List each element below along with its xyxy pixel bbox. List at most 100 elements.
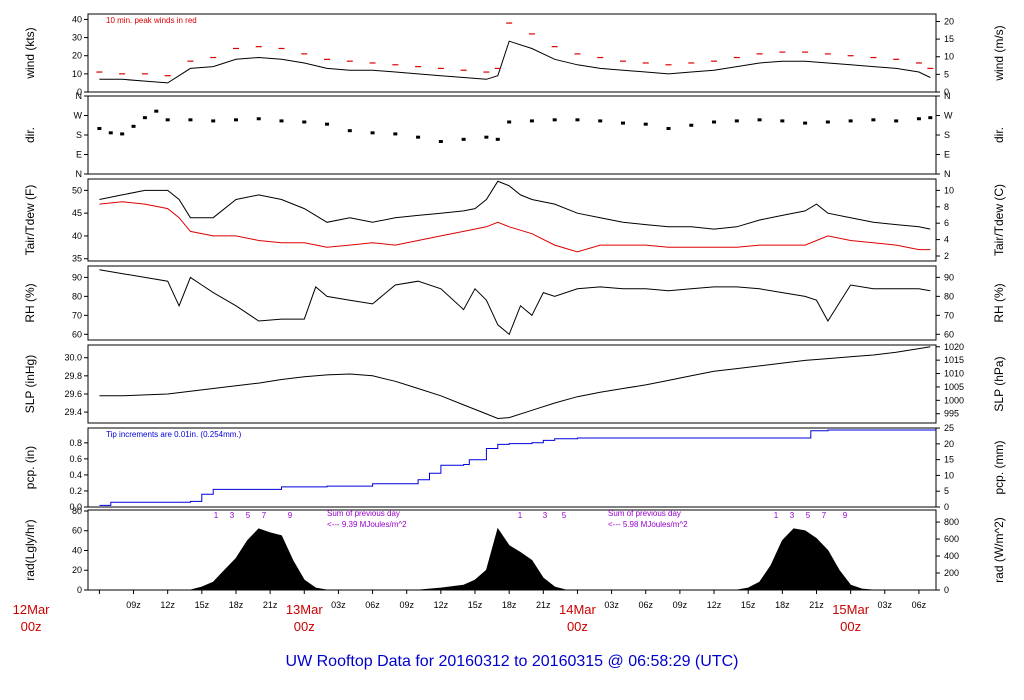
y-tick-label-right: 80 [944, 291, 954, 301]
panel-temperature: 35 40 45 50 2 4 6 8 10 Tair/Tdew (F) Tair/Tdew (C) [23, 178, 1006, 264]
y-tick-label-right: 5 [944, 69, 949, 79]
hour-mark: 9 [288, 511, 293, 520]
y-tick-label-left: 50 [72, 185, 82, 195]
y-tick-label-left: 70 [72, 310, 82, 320]
hour-mark: 1 [518, 511, 523, 520]
scatter-point [120, 132, 125, 136]
day-label-time: 00z [840, 619, 861, 634]
y-tick-label-left: W [74, 111, 83, 121]
x-tick-label: 09z [126, 600, 141, 610]
y-axis-label-right: Tair/Tdew (C) [992, 184, 1006, 256]
y-tick-label-left: 40 [72, 231, 82, 241]
panel-slp: 29.4 29.6 29.8 30.0 995 1000 1005 1010 1015 1020 S… [23, 342, 1006, 424]
scatter-point [666, 127, 671, 130]
scatter-point [279, 119, 284, 123]
x-tick-label: 21z [536, 600, 551, 610]
y-tick-label-right: E [944, 150, 950, 160]
y-tick-label-right: 5 [944, 486, 949, 496]
x-tick-label: 03z [604, 600, 619, 610]
scatter-point [712, 120, 717, 124]
y-tick-label-left: 10 [72, 69, 82, 79]
y-tick-label-left: 29.8 [64, 371, 82, 381]
y-tick-label-left: 90 [72, 272, 82, 282]
y-tick-label-right: 20 [944, 439, 954, 449]
series-radiation [190, 527, 874, 591]
x-tick-label: 18z [229, 600, 244, 610]
day-label-date: 14Mar [559, 602, 597, 617]
scatter-point [347, 129, 352, 133]
x-axis: 09z 12z 15z 18z 21z 03z 06z 09z 12z 15z 18z 21z 03z 0… [13, 590, 927, 634]
x-tick-label: 09z [399, 600, 414, 610]
scatter-point [108, 131, 113, 135]
radiation-annotation: Sum of previous day [327, 509, 400, 518]
panel-frame [87, 344, 937, 424]
x-tick-label: 09z [673, 600, 688, 610]
y-tick-label-right: N [944, 169, 951, 179]
y-tick-label-left: 0.8 [69, 438, 82, 448]
y-axis-label-left: rad(Lgly/hr) [23, 519, 37, 580]
y-tick-label-right: 0 [944, 585, 949, 595]
scatter-point [256, 117, 261, 121]
y-tick-label-right: N [944, 91, 951, 101]
panel-annotation: 10 min. peak winds in red [106, 16, 197, 25]
scatter-point [848, 119, 853, 123]
scatter-point [757, 118, 762, 122]
x-tick-label: 12z [707, 600, 722, 610]
y-tick-label-right: 4 [944, 235, 949, 245]
panel-frame [87, 178, 937, 262]
y-tick-label-right: 10 [944, 470, 954, 480]
y-tick-label-right: 0 [944, 87, 949, 97]
series-pcp [99, 429, 936, 506]
y-tick-label-right: 15 [944, 455, 954, 465]
scatter-point [233, 118, 238, 122]
series-wind-mean [99, 40, 931, 84]
y-tick-label-left: 30.0 [64, 353, 82, 363]
x-tick-label: 06z [912, 600, 927, 610]
scatter-point [165, 118, 170, 122]
y-tick-label-left: E [76, 150, 82, 160]
page-title: UW Rooftop Data for 20160312 to 20160315… [286, 653, 739, 670]
scatter-point [928, 116, 933, 120]
y-tick-label-right: 200 [944, 568, 959, 578]
y-tick-label-right: 1010 [944, 369, 964, 379]
y-tick-label-right: 995 [944, 409, 959, 419]
x-tick-label: 15z [468, 600, 483, 610]
day-label-time: 00z [21, 619, 42, 634]
x-tick-label: 21z [263, 600, 278, 610]
y-tick-label-right: 60 [944, 329, 954, 339]
panel-pcp: 0.0 0.2 0.4 0.6 0.8 0 5 10 15 20 25 pcp. (in) pcp. (… [23, 423, 1006, 512]
y-tick-label-left: 40 [72, 14, 82, 24]
scatter-point [131, 124, 136, 128]
y-tick-label-right: W [944, 111, 953, 121]
hour-mark: 1 [774, 511, 779, 520]
scatter-point [803, 121, 808, 125]
y-tick-label-left: 80 [72, 291, 82, 301]
scatter-point [325, 122, 330, 126]
hour-mark: 9 [843, 511, 848, 520]
series-temperature-tdew [99, 201, 931, 253]
panel-annotation: Tip increments are 0.01in. (0.254mm.) [106, 430, 242, 439]
y-tick-label-right: 10 [944, 52, 954, 62]
scatter-point [97, 127, 102, 130]
y-axis-label-right: SLP (hPa) [992, 356, 1006, 411]
hour-mark: 7 [262, 511, 267, 520]
y-axis-label-right: rad (W/m^2) [992, 517, 1006, 583]
y-tick-label-left: N [76, 169, 83, 179]
series-slp [99, 346, 931, 420]
y-tick-label-right: 90 [944, 272, 954, 282]
y-tick-label-left: 0.6 [69, 454, 82, 464]
y-tick-label-left: 29.6 [64, 389, 82, 399]
day-label-time: 00z [294, 619, 315, 634]
scatter-point [825, 120, 830, 124]
scatter-point [461, 137, 466, 141]
scatter-point [894, 119, 899, 123]
y-tick-label-left: 0.2 [69, 486, 82, 496]
y-tick-label-right: 70 [944, 310, 954, 320]
scatter-point [484, 135, 489, 139]
y-axis-label-right: wind (m/s) [992, 25, 1006, 81]
y-tick-label-right: 1020 [944, 342, 964, 352]
hour-mark: 7 [822, 511, 827, 520]
x-tick-label: 21z [809, 600, 824, 610]
